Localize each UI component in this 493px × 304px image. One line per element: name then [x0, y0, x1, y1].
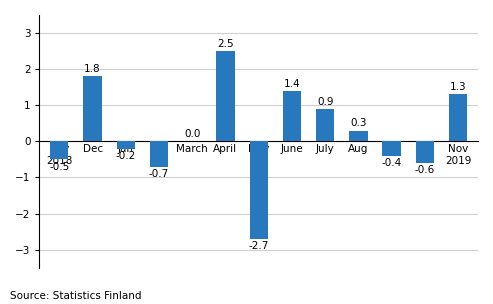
- Text: 0.9: 0.9: [317, 97, 333, 107]
- Text: 0.0: 0.0: [184, 129, 201, 139]
- Bar: [283, 91, 301, 141]
- Text: 1.8: 1.8: [84, 64, 101, 74]
- Bar: [216, 51, 235, 141]
- Text: -2.7: -2.7: [248, 241, 269, 251]
- Text: -0.7: -0.7: [149, 169, 169, 179]
- Bar: [249, 141, 268, 239]
- Bar: [50, 141, 69, 159]
- Text: -0.5: -0.5: [49, 162, 70, 171]
- Bar: [150, 141, 168, 167]
- Text: 0.3: 0.3: [350, 118, 367, 128]
- Text: Source: Statistics Finland: Source: Statistics Finland: [10, 291, 141, 301]
- Bar: [117, 141, 135, 149]
- Text: -0.4: -0.4: [382, 158, 402, 168]
- Bar: [383, 141, 401, 156]
- Text: -0.2: -0.2: [116, 151, 136, 161]
- Bar: [416, 141, 434, 163]
- Text: 2.5: 2.5: [217, 39, 234, 49]
- Bar: [316, 109, 334, 141]
- Bar: [349, 130, 367, 141]
- Text: 1.4: 1.4: [283, 79, 300, 89]
- Bar: [83, 76, 102, 141]
- Bar: [449, 95, 467, 141]
- Text: -0.6: -0.6: [415, 165, 435, 175]
- Text: 1.3: 1.3: [450, 82, 466, 92]
